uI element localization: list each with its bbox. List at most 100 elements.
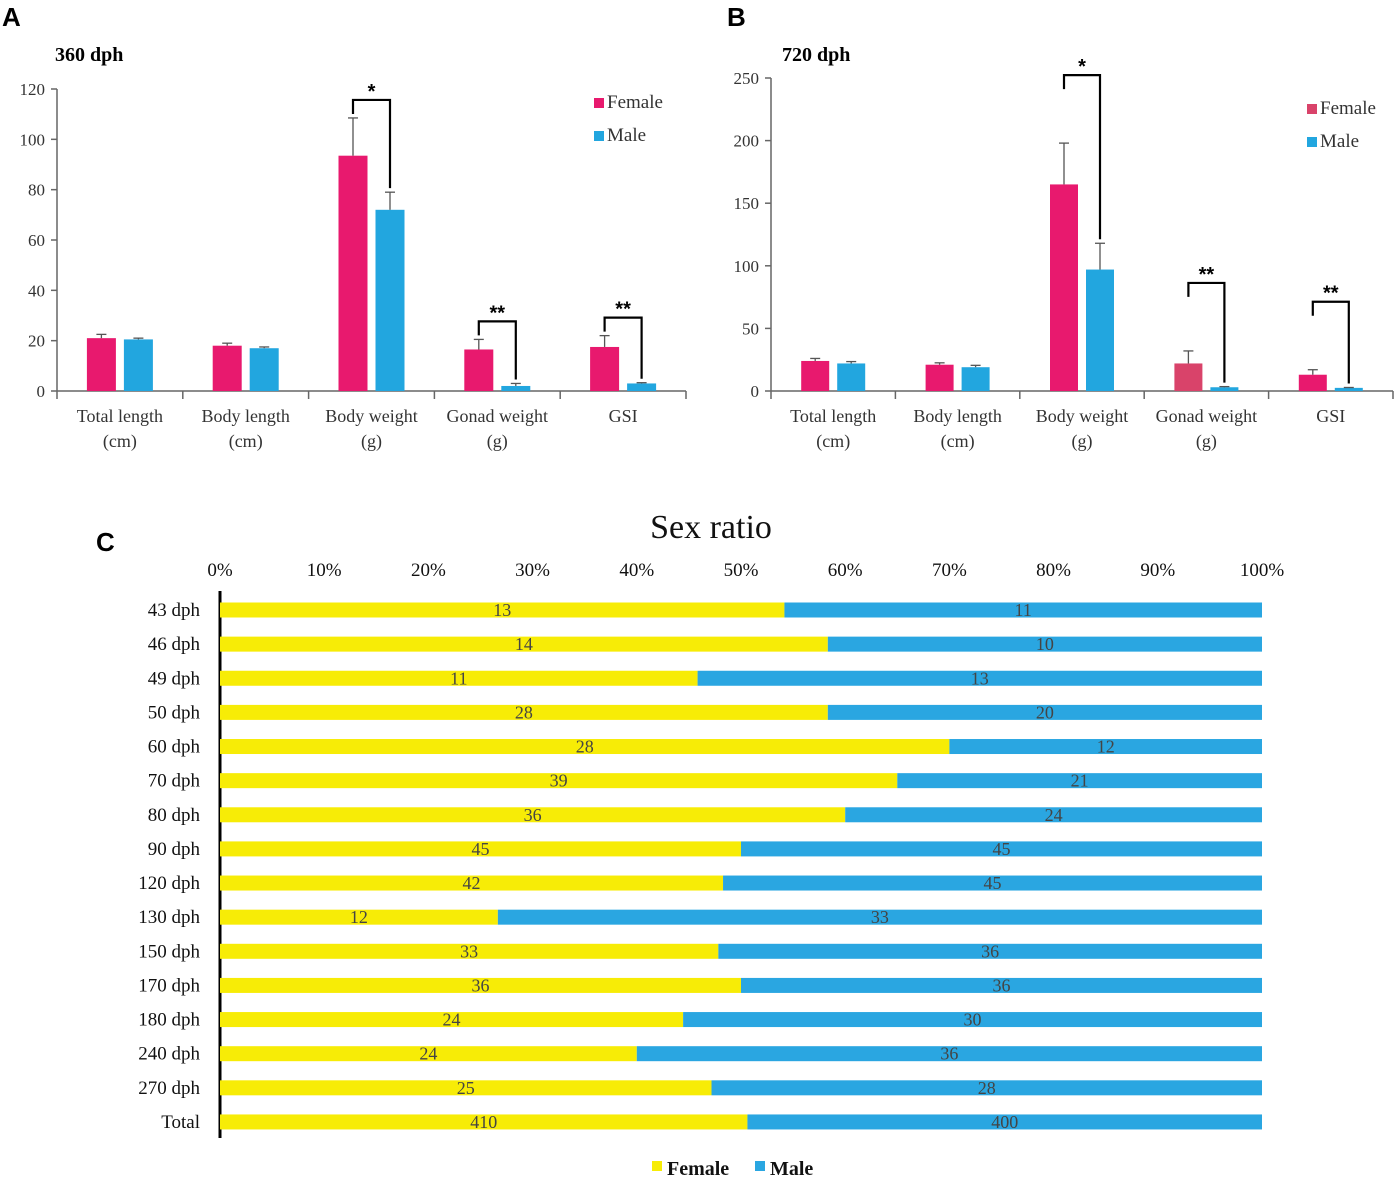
legend-swatch-male xyxy=(594,131,604,141)
row-label: 240 dph xyxy=(138,1044,200,1065)
male-segment xyxy=(683,1012,1262,1028)
female-segment xyxy=(220,704,828,720)
male-segment xyxy=(827,636,1262,652)
male-segment xyxy=(845,807,1262,823)
row-label: 43 dph xyxy=(148,600,201,621)
female-count-label: 410 xyxy=(470,1112,497,1132)
significance-bracket xyxy=(351,98,392,189)
female-segment xyxy=(220,602,785,618)
male-count-label: 45 xyxy=(993,839,1011,859)
female-segment xyxy=(220,943,719,959)
female-segment xyxy=(220,739,950,755)
female-segment xyxy=(220,875,724,891)
significance-bracket xyxy=(1311,300,1350,384)
row-label: Total xyxy=(161,1112,200,1133)
female-bar xyxy=(464,349,494,391)
female-bar xyxy=(1298,374,1327,391)
male-count-label: 45 xyxy=(984,873,1002,893)
x-category-unit: (cm) xyxy=(816,431,850,452)
x-category-label: Body weight xyxy=(1036,406,1129,426)
female-count-label: 13 xyxy=(493,600,511,620)
male-count-label: 10 xyxy=(1036,634,1054,654)
panel-c-title: Sex ratio xyxy=(650,509,772,546)
x-category-label: Total length xyxy=(77,406,163,426)
female-bar xyxy=(338,155,368,391)
significance-bracket xyxy=(1187,281,1226,383)
x-category-label: Body length xyxy=(201,406,290,426)
male-count-label: 33 xyxy=(871,907,889,927)
y-tick-label: 150 xyxy=(734,194,760,213)
y-tick-label: 200 xyxy=(734,132,760,151)
significance-stars: ** xyxy=(1323,283,1339,305)
x-tick-label: 30% xyxy=(515,560,550,581)
male-segment xyxy=(949,739,1262,755)
male-segment xyxy=(827,704,1262,720)
x-category-label: GSI xyxy=(1316,406,1345,426)
y-tick-label: 80 xyxy=(28,181,45,200)
legend-swatch-male xyxy=(755,1161,765,1171)
x-category-unit: (g) xyxy=(361,431,382,452)
female-segment xyxy=(220,909,498,925)
panel-c-chart: 0% 10% 20% 30% 40% 50% 60% 70% 80% 90% 100% 43 dph 1… xyxy=(138,560,1284,1177)
row-label: 130 dph xyxy=(138,907,200,928)
panel-a-title: 360 dph xyxy=(55,44,123,66)
y-tick-label: 250 xyxy=(734,69,760,88)
male-bar xyxy=(501,385,531,391)
row-label: 49 dph xyxy=(148,668,201,689)
female-count-label: 45 xyxy=(472,839,490,859)
male-count-label: 21 xyxy=(1071,771,1089,791)
female-segment xyxy=(220,807,846,823)
y-tick-label: 50 xyxy=(742,319,759,338)
female-count-label: 28 xyxy=(576,737,594,757)
row-label: 60 dph xyxy=(148,737,201,758)
x-category-label: GSI xyxy=(609,406,638,426)
male-bar xyxy=(837,363,866,391)
female-count-label: 14 xyxy=(515,634,533,654)
x-category-unit: (g) xyxy=(1196,431,1217,452)
legend-label-female: Female xyxy=(607,92,663,113)
female-segment xyxy=(220,1080,712,1096)
row-label: 180 dph xyxy=(138,1010,200,1031)
x-tick-label: 60% xyxy=(828,560,863,581)
x-category-label: Body weight xyxy=(325,406,418,426)
x-category-unit: (cm) xyxy=(103,431,137,452)
female-count-label: 33 xyxy=(460,941,478,961)
y-tick-label: 120 xyxy=(20,80,46,99)
significance-stars: * xyxy=(1078,56,1086,78)
female-segment xyxy=(220,841,741,857)
row-label: 170 dph xyxy=(138,975,200,996)
x-category-label: Body length xyxy=(913,406,1002,426)
legend-swatch-female xyxy=(594,98,604,108)
y-tick-label: 40 xyxy=(28,281,45,300)
panel-letter-c: C xyxy=(96,527,115,557)
female-segment xyxy=(220,977,741,993)
female-segment xyxy=(220,1114,748,1130)
x-category-label: Gonad weight xyxy=(447,406,548,426)
male-segment xyxy=(784,602,1262,618)
female-count-label: 25 xyxy=(457,1078,475,1098)
male-count-label: 36 xyxy=(993,975,1011,995)
female-count-label: 28 xyxy=(515,702,533,722)
x-tick-label: 0% xyxy=(207,560,233,581)
female-count-label: 11 xyxy=(450,668,467,688)
male-bar xyxy=(1086,269,1114,391)
male-bar xyxy=(1334,387,1363,391)
female-bar xyxy=(1050,184,1078,391)
y-tick-label: 0 xyxy=(751,382,760,401)
x-category-unit: (g) xyxy=(1072,431,1093,452)
x-tick-label: 80% xyxy=(1036,560,1071,581)
panel-b-chart: 0 50 100 150 200 250 Total length (cm) Body leng… xyxy=(734,56,1394,452)
female-count-label: 36 xyxy=(472,975,490,995)
legend-swatch-female xyxy=(1307,104,1317,114)
panel-letter-b: B xyxy=(727,2,746,32)
male-segment xyxy=(747,1114,1262,1130)
male-segment xyxy=(636,1046,1262,1062)
male-segment xyxy=(718,943,1262,959)
significance-stars: * xyxy=(368,81,376,103)
male-count-label: 36 xyxy=(981,941,999,961)
male-bar xyxy=(1210,387,1239,391)
male-segment xyxy=(741,977,1262,993)
row-label: 50 dph xyxy=(148,702,201,723)
male-segment xyxy=(711,1080,1262,1096)
x-category-unit: (cm) xyxy=(229,431,263,452)
